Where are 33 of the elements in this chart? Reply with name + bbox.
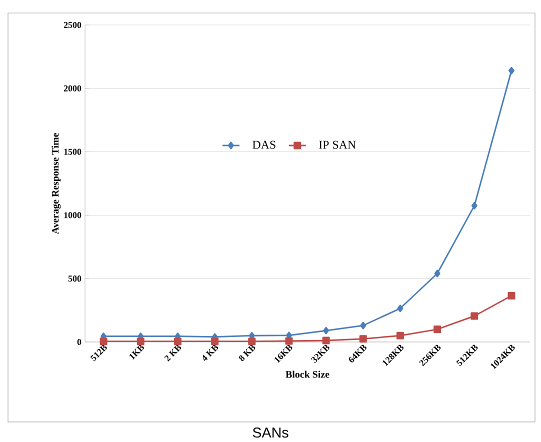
y-tick-label: 2500 [64,22,82,28]
point [100,338,108,346]
y-tick-label: 1000 [64,212,82,218]
point [508,66,514,74]
point [396,332,404,340]
point [211,338,219,346]
x-tick-label: 8 KB [238,344,256,362]
point [285,337,293,345]
point [248,338,256,346]
point [397,304,404,312]
y-axis-title: Average Response Time [52,133,61,234]
point [434,326,442,334]
text: SANs [252,428,288,438]
point [434,270,440,278]
point [323,326,330,334]
point [359,335,367,343]
x-tick-label: 1KB [130,344,144,360]
x-tick-label: 4 KB [202,344,218,361]
point [360,322,366,330]
y-tick-label: 1500 [64,148,82,155]
point [136,338,144,346]
point [470,312,478,320]
point [322,336,330,344]
legend-label: DAS [252,140,276,149]
y-tick-label: 0 [77,338,82,346]
x-axis-title: Block Size [286,370,330,378]
legend-label: IP SAN [319,140,356,149]
point [471,202,478,210]
point [508,292,516,300]
y-tick-label: 2000 [64,85,82,92]
x-tick-label: 2 KB [164,344,182,362]
y-tick-label: 500 [68,276,82,282]
point [174,338,182,346]
